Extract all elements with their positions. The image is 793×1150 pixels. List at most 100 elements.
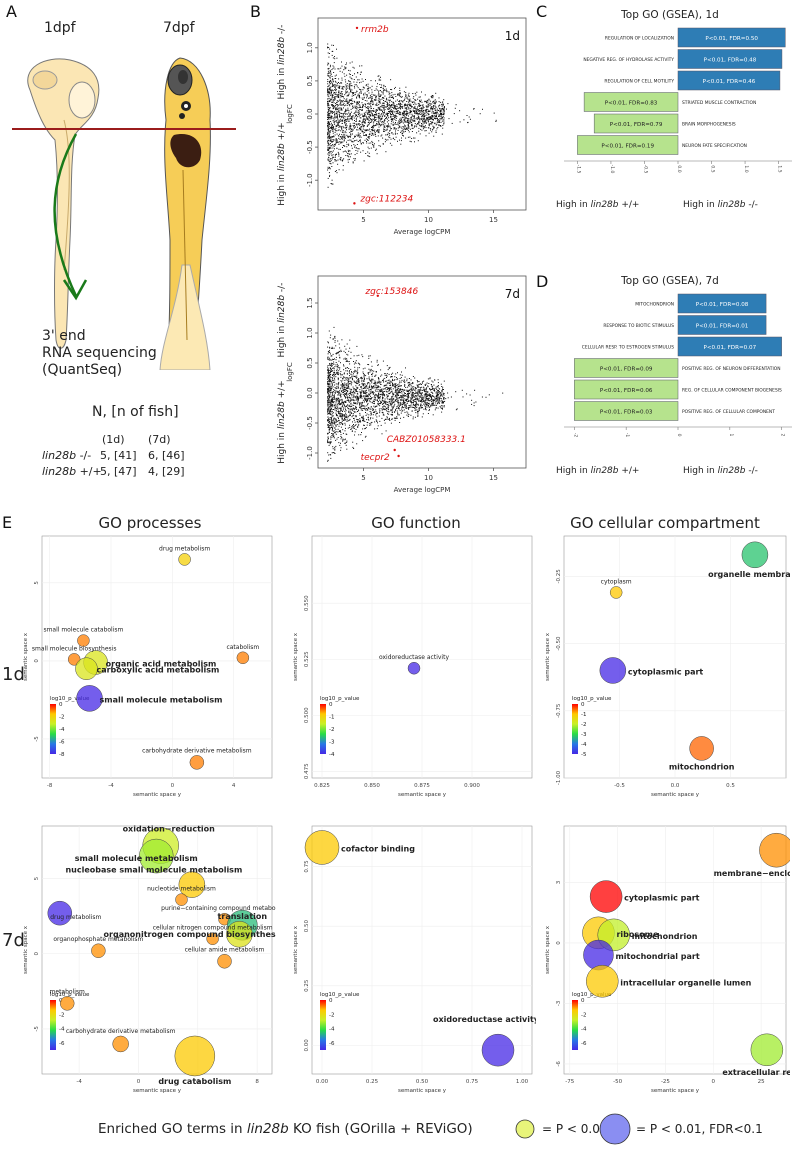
gene-point	[388, 91, 390, 93]
gene-point	[333, 367, 335, 369]
gene-point	[397, 93, 399, 95]
gene-point	[431, 397, 432, 398]
gene-point	[332, 150, 334, 152]
gene-point	[341, 128, 343, 130]
gene-point	[335, 81, 337, 83]
gene-point	[371, 112, 373, 114]
gene-point	[394, 104, 395, 106]
gene-point	[411, 115, 413, 117]
gene-point	[352, 115, 354, 116]
label-part: High in	[277, 171, 287, 206]
gene-point	[336, 140, 338, 142]
gene-point	[332, 380, 334, 381]
gene-point	[346, 377, 348, 379]
gene-point	[373, 146, 375, 148]
gene-point	[361, 378, 363, 380]
gene-point	[375, 405, 377, 407]
gene-point	[327, 109, 329, 110]
gene-point	[350, 134, 352, 136]
gene-point	[372, 379, 374, 381]
gene-point	[329, 98, 331, 100]
gene-point	[383, 419, 385, 421]
gene-point	[329, 158, 331, 160]
gene-point	[359, 391, 361, 393]
gene-point	[384, 388, 386, 390]
gene-point	[428, 383, 430, 384]
gene-point	[339, 103, 341, 105]
gene-point	[412, 392, 414, 394]
gene-point	[335, 390, 337, 392]
gene-point	[328, 426, 330, 427]
gene-point	[342, 388, 344, 390]
gene-point	[375, 399, 376, 401]
gene-point	[374, 406, 376, 408]
gene-point	[355, 114, 357, 116]
gene-point	[416, 118, 418, 120]
gene-point	[334, 68, 336, 70]
gene-point	[333, 373, 335, 375]
gene-point	[368, 114, 370, 116]
gene-point	[437, 407, 439, 409]
gene-point	[353, 371, 355, 373]
gene-point	[381, 374, 383, 376]
gene-point	[331, 387, 333, 389]
gene-point	[331, 99, 333, 101]
gene-point	[365, 387, 367, 389]
gene-point	[342, 127, 344, 129]
gene-point	[446, 108, 447, 110]
gene-point	[330, 406, 332, 408]
gene-point	[328, 110, 330, 112]
gene-point	[366, 401, 367, 403]
gene-point	[344, 400, 346, 402]
gene-point	[391, 119, 393, 121]
gene-point	[415, 387, 417, 389]
gene-point	[416, 124, 418, 126]
gene-point	[332, 154, 334, 156]
gene-point	[329, 115, 331, 117]
gene-point	[349, 81, 351, 83]
gene-point	[383, 85, 385, 87]
gene-point	[338, 91, 340, 93]
gene-point	[385, 407, 387, 409]
gene-point	[336, 57, 338, 59]
gene-point	[400, 117, 402, 119]
gene-point	[327, 367, 329, 369]
gene-point	[429, 388, 431, 390]
gene-point	[432, 399, 434, 401]
gene-point	[382, 123, 384, 125]
gene-point	[391, 104, 393, 105]
gene-point	[362, 115, 364, 117]
gene-point	[371, 392, 373, 394]
gene-point	[376, 371, 377, 373]
gene-point	[379, 107, 381, 109]
gene-point	[399, 100, 401, 102]
gene-point	[351, 117, 353, 119]
gene-point	[403, 398, 405, 400]
gene-point	[393, 405, 395, 407]
gene-point	[349, 339, 351, 341]
gene-point	[349, 409, 351, 411]
gene-point	[369, 400, 371, 402]
gene-point	[348, 396, 350, 398]
gene-point	[335, 353, 337, 354]
gene-point	[360, 91, 362, 93]
gene-point	[363, 379, 365, 381]
gene-point	[344, 137, 346, 138]
gene-point	[376, 389, 378, 391]
gene-point	[429, 102, 431, 104]
gene-point	[411, 402, 413, 404]
gene-point	[373, 387, 375, 389]
gene-point	[348, 127, 350, 129]
gene-point	[424, 115, 426, 117]
gene-point	[372, 392, 373, 393]
gene-point	[333, 84, 335, 86]
gene-point	[350, 411, 352, 413]
gene-point	[349, 377, 351, 379]
gene-point	[328, 113, 330, 115]
gene-point	[339, 392, 341, 394]
gene-point	[332, 338, 334, 340]
gene-point	[329, 393, 331, 395]
gene-point	[379, 120, 381, 122]
gene-point	[330, 83, 332, 85]
gene-point	[385, 139, 387, 141]
